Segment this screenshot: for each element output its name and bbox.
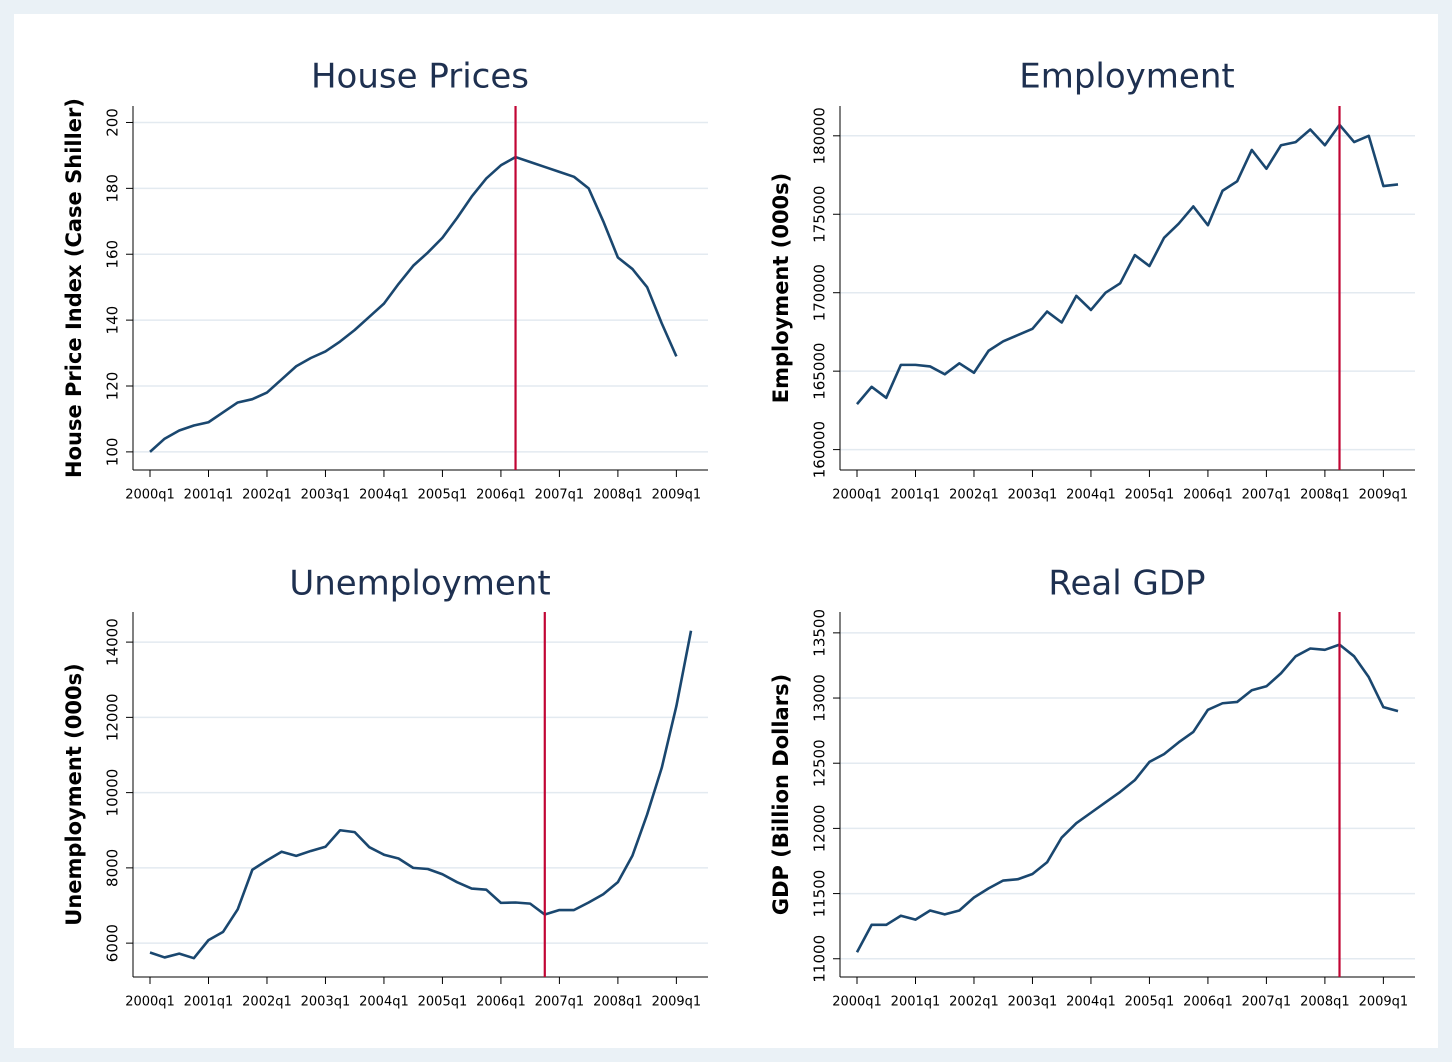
x-tick-label: 2004q1 — [359, 995, 409, 1010]
x-tick-label: 2008q1 — [593, 995, 643, 1010]
x-tick-label: 2005q1 — [418, 995, 468, 1010]
data-line — [149, 155, 678, 453]
y-tick-label: 8000 — [104, 849, 122, 887]
data-line — [149, 630, 693, 960]
y-tick-label: 12000 — [104, 694, 122, 742]
x-tick-label: 2007q1 — [1242, 488, 1292, 503]
y-axis-title: GDP (Billion Dollars) — [769, 674, 793, 915]
x-tick-label: 2000q1 — [832, 995, 882, 1010]
y-tick-label: 14000 — [104, 618, 122, 666]
y-tick-label: 10000 — [104, 769, 122, 817]
y-tick-label: 140 — [104, 306, 122, 335]
y-tick-label: 12500 — [811, 739, 829, 787]
x-tick-label: 2002q1 — [949, 995, 999, 1010]
y-tick-label: 11000 — [811, 935, 829, 983]
x-tick-label: 2000q1 — [125, 488, 175, 503]
x-tick-label: 2008q1 — [1300, 995, 1350, 1010]
y-tick-label: 13500 — [811, 609, 829, 657]
y-tick-label: 165000 — [811, 343, 829, 400]
y-tick-label: 120 — [104, 372, 122, 401]
x-tick-label: 2007q1 — [1242, 995, 1292, 1010]
x-tick-label: 2005q1 — [1125, 488, 1175, 503]
x-tick-label: 2000q1 — [832, 488, 882, 503]
x-tick-label: 2002q1 — [242, 995, 292, 1010]
y-tick-label: 11500 — [811, 870, 829, 918]
chart-title: Real GDP — [1048, 564, 1205, 604]
chart-title: House Prices — [311, 57, 529, 97]
x-tick-label: 2002q1 — [949, 488, 999, 503]
y-tick-label: 180000 — [811, 107, 829, 164]
y-tick-label: 160 — [104, 240, 122, 269]
x-tick-label: 2002q1 — [242, 488, 292, 503]
y-tick-label: 200 — [104, 108, 122, 137]
x-tick-label: 2001q1 — [891, 995, 941, 1010]
y-axis-title: Employment (000s) — [769, 173, 793, 404]
x-tick-label: 2006q1 — [476, 488, 526, 503]
data-line — [855, 643, 1399, 953]
x-tick-label: 2003q1 — [1008, 995, 1058, 1010]
y-axis-title: House Price Index (Case Shiller) — [62, 98, 86, 478]
x-tick-label: 2008q1 — [1300, 488, 1350, 503]
x-tick-label: 2007q1 — [535, 488, 585, 503]
data-line — [856, 123, 1399, 405]
x-tick-label: 2001q1 — [891, 488, 941, 503]
y-tick-label: 12000 — [811, 805, 829, 853]
x-tick-label: 2008q1 — [593, 488, 643, 503]
x-tick-label: 2009q1 — [652, 488, 702, 503]
x-tick-label: 2009q1 — [1359, 995, 1409, 1010]
x-tick-label: 2006q1 — [1183, 995, 1233, 1010]
x-tick-label: 2001q1 — [184, 488, 234, 503]
x-tick-label: 2000q1 — [125, 995, 175, 1010]
x-tick-label: 2009q1 — [1359, 488, 1409, 503]
chart-title: Unemployment — [289, 564, 550, 604]
x-tick-label: 2006q1 — [476, 995, 526, 1010]
x-tick-label: 2004q1 — [1066, 488, 1116, 503]
y-tick-label: 160000 — [811, 421, 829, 478]
y-tick-label: 13000 — [811, 674, 829, 722]
x-tick-label: 2006q1 — [1183, 488, 1233, 503]
x-tick-label: 2003q1 — [301, 488, 351, 503]
y-axis-title: Unemployment (000s) — [62, 663, 86, 925]
x-tick-label: 2004q1 — [359, 488, 409, 503]
y-tick-label: 175000 — [811, 186, 829, 243]
y-tick-label: 6000 — [104, 924, 122, 962]
x-tick-label: 2005q1 — [1125, 995, 1175, 1010]
x-tick-label: 2001q1 — [184, 995, 234, 1010]
x-tick-label: 2007q1 — [535, 995, 585, 1010]
x-tick-label: 2003q1 — [1008, 488, 1058, 503]
chart-title: Employment — [1019, 57, 1234, 97]
x-tick-label: 2005q1 — [418, 488, 468, 503]
y-tick-label: 100 — [104, 438, 122, 467]
x-tick-label: 2003q1 — [301, 995, 351, 1010]
y-tick-label: 170000 — [811, 264, 829, 321]
x-tick-label: 2004q1 — [1066, 995, 1116, 1010]
x-tick-label: 2009q1 — [652, 995, 702, 1010]
y-tick-label: 180 — [104, 174, 122, 203]
